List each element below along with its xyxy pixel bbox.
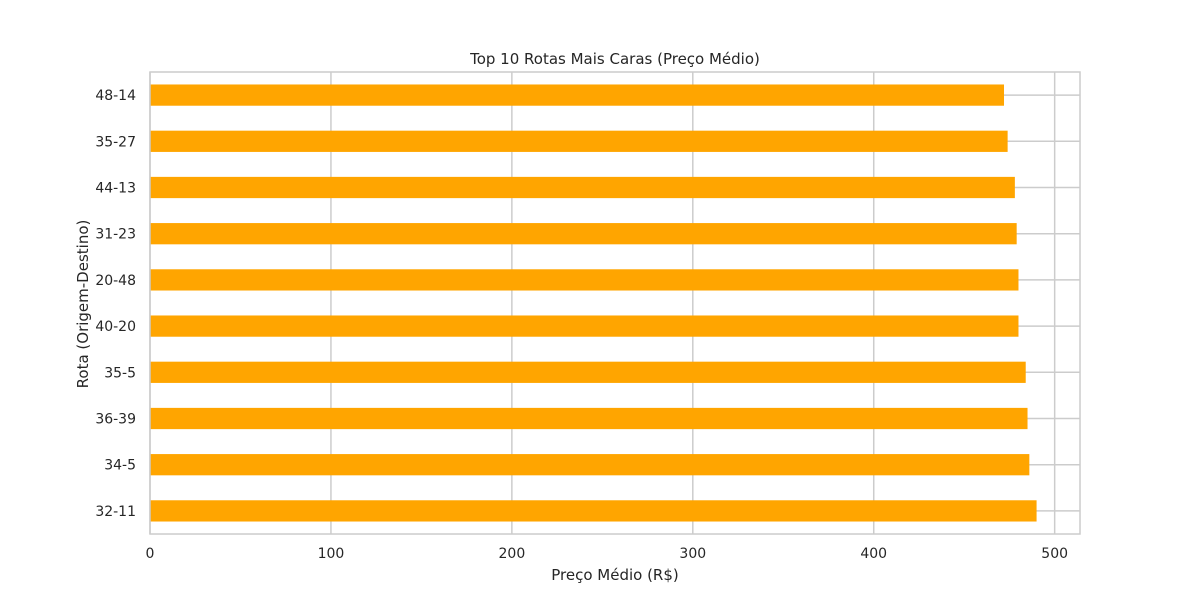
chart-title: Top 10 Rotas Mais Caras (Preço Médio) (469, 50, 760, 68)
bar-34-5 (150, 454, 1030, 476)
bar-48-14 (150, 84, 1005, 106)
bar-44-13 (150, 176, 1015, 199)
x-tick-label: 300 (679, 546, 706, 562)
y-tick-label: 44-13 (95, 181, 136, 197)
bars (150, 84, 1037, 522)
y-tick-label: 35-27 (95, 134, 136, 150)
bar-32-11 (150, 500, 1037, 522)
bar-31-23 (150, 223, 1017, 245)
x-tick-label: 0 (146, 546, 155, 562)
bar-35-27 (150, 130, 1008, 152)
y-tick-label: 32-11 (95, 504, 136, 520)
bar-35-5 (150, 361, 1026, 383)
x-tick-label: 100 (318, 546, 345, 562)
y-tick-label: 40-20 (95, 319, 136, 335)
y-tick-labels: 48-14 35-27 44-13 31-23 20-48 40-20 35-5 36-39 3… (95, 88, 136, 520)
x-tick-label: 400 (860, 546, 887, 562)
x-axis-label: Preço Médio (R$) (551, 566, 679, 584)
x-tick-label: 500 (1041, 546, 1068, 562)
x-tick-label: 200 (499, 546, 526, 562)
bar-36-39 (150, 407, 1028, 430)
y-tick-label: 36-39 (95, 412, 136, 428)
bar-40-20 (150, 315, 1019, 337)
plot-frame (149, 71, 1081, 535)
y-tick-label: 31-23 (95, 227, 136, 243)
x-tick-labels: 0 100 200 300 400 500 (146, 546, 1068, 562)
y-axis-label: Rota (Origem-Destino) (74, 220, 92, 389)
y-tick-label: 20-48 (95, 273, 136, 289)
y-tick-label: 34-5 (104, 458, 136, 474)
bar-20-48 (150, 269, 1019, 291)
y-tick-label: 48-14 (95, 88, 136, 104)
y-tick-label: 35-5 (104, 365, 136, 381)
